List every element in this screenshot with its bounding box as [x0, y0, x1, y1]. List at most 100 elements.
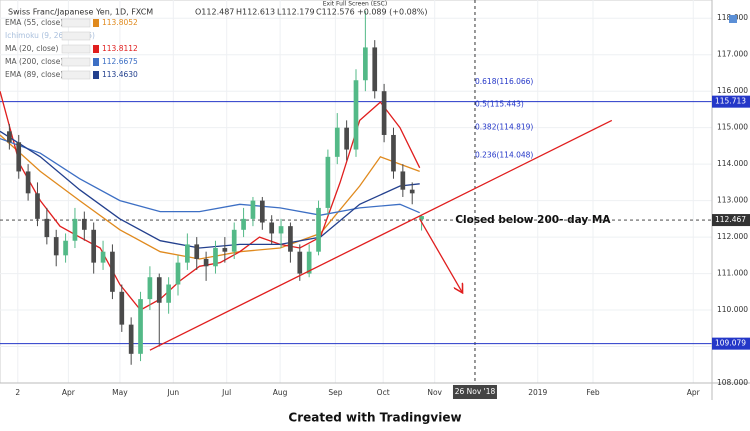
y-tick-label: 112.000 [717, 232, 748, 241]
legend-label: MA (20, close) [5, 44, 59, 53]
candle-body [372, 47, 378, 92]
candle-body [231, 229, 237, 252]
candle-body [325, 156, 331, 208]
header-change: +0.089 (+0.08%) [357, 8, 428, 17]
footer: Created with Tradingview [288, 411, 461, 425]
candle-body [259, 200, 265, 223]
legend-value: 113.8112 [102, 44, 138, 53]
legend-buttons [61, 18, 91, 28]
x-tick-label: Jun [166, 388, 179, 397]
legend-label: EMA (55, close) [5, 18, 63, 27]
legend-label: EMA (89, close) [5, 70, 63, 79]
crosshair-label: 26 Nov '18 [455, 387, 496, 396]
trend-line [149, 119, 613, 351]
candle-body [185, 244, 190, 263]
y-tick-label: 116.000 [717, 86, 748, 95]
x-tick-label: Aug [273, 388, 288, 397]
candle-body [44, 218, 50, 238]
annotation: Closed below 200- day MA [455, 214, 611, 226]
candle-body [409, 189, 415, 194]
info-icon[interactable] [729, 15, 737, 23]
x-tick-label: Sep [328, 388, 342, 397]
candle-body [222, 248, 228, 252]
candle-body [100, 251, 106, 263]
candle-body [91, 229, 97, 263]
candle-body [25, 171, 31, 194]
indicator-line [0, 130, 420, 249]
legend-swatch [93, 45, 99, 53]
candle-body [166, 284, 171, 303]
candle-body [344, 127, 349, 150]
candle-body [391, 134, 396, 172]
candle-body [63, 240, 68, 256]
candle-body [138, 299, 143, 354]
candle-body [35, 193, 40, 219]
legend-buttons [61, 44, 91, 54]
candle-body [203, 258, 209, 267]
candle-body [419, 216, 424, 220]
legend-buttons [61, 31, 91, 41]
candle-body [306, 251, 312, 274]
candle-body [269, 222, 275, 234]
candle-body [363, 47, 368, 81]
header-open: O112.487 [195, 8, 234, 17]
y-tick-label: 115.000 [717, 123, 748, 132]
y-tick-label: 111.000 [717, 269, 748, 278]
price-label-box [712, 95, 750, 108]
legend-value: 113.4630 [102, 70, 138, 79]
fib-label: 0.5(115.443) [475, 100, 524, 109]
candle-body [353, 80, 359, 150]
candle-body [128, 324, 134, 354]
x-tick-label: Oct [377, 388, 390, 397]
x-tick-label: Apr [687, 388, 701, 397]
legend-swatch [93, 58, 99, 66]
candle-body [381, 91, 387, 135]
candle-body [81, 218, 87, 230]
candle-body [316, 207, 321, 252]
price-label: 109.079 [715, 339, 746, 348]
candle-body [7, 131, 12, 143]
candle-body [241, 218, 246, 230]
candle-body [213, 248, 218, 267]
candle-body [110, 251, 115, 292]
y-tick-label: 117.000 [717, 50, 748, 59]
header-close: C112.576 [316, 8, 355, 17]
header-symbol: Swiss Franc/Japanese Yen, 1D, FXCM [8, 8, 153, 17]
legend-value: 113.8052 [102, 18, 138, 27]
x-tick-label: May [112, 388, 128, 397]
header-low: L112.179 [277, 8, 315, 17]
legend-label: MA (200, close) [5, 57, 63, 66]
candle-body [250, 200, 256, 219]
candle-body [119, 291, 125, 325]
price-label: 115.713 [715, 97, 746, 106]
price-label: 112.467 [715, 215, 746, 224]
x-tick-label: Apr [62, 388, 76, 397]
y-tick-label: 108.000 [717, 378, 748, 387]
candle-body [278, 226, 284, 234]
y-tick-label: 113.000 [717, 196, 748, 205]
fib-label: 0.236(114.048) [475, 150, 533, 159]
candle-body [400, 171, 406, 190]
price-axis [712, 0, 750, 383]
x-tick-label: Feb [586, 388, 600, 397]
y-tick-label: 114.000 [717, 159, 748, 168]
exit-hint: Exit Full Screen (ESC) [323, 1, 387, 8]
price-label-box [712, 337, 750, 350]
x-tick-label: Jul [221, 388, 231, 397]
candle-body [175, 262, 181, 285]
candle-body [156, 277, 162, 303]
candle-body [72, 218, 78, 241]
candle-body [288, 226, 293, 252]
header-high: H112.613 [236, 8, 275, 17]
fib-label: 0.382(114.819) [475, 122, 533, 131]
y-tick-label: 110.000 [717, 305, 748, 314]
candle-body [53, 237, 59, 256]
candle-body [147, 277, 153, 300]
indicator-line [0, 91, 421, 311]
candle-body [16, 142, 22, 172]
legend-label: Ichimoku (9, 26, 52, 26) [5, 31, 95, 40]
legend-swatch [93, 71, 99, 79]
legend-buttons [61, 70, 91, 80]
